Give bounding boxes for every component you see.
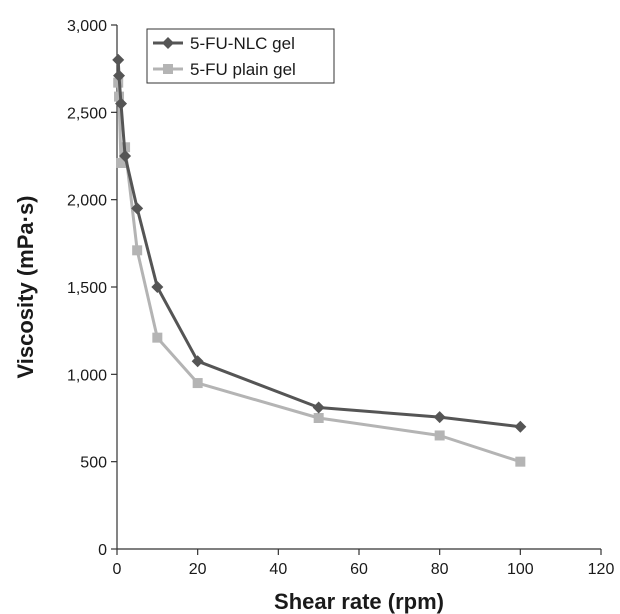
data-point-square — [152, 332, 163, 343]
data-point-diamond — [433, 411, 446, 424]
y-tick-label: 3,000 — [67, 18, 107, 35]
x-tick-label: 40 — [269, 561, 287, 578]
data-point-diamond — [113, 69, 126, 82]
data-point-square — [132, 245, 143, 256]
data-point-diamond — [191, 355, 204, 368]
data-point-square — [192, 378, 203, 389]
legend-swatch-square-marker — [163, 64, 173, 74]
x-tick-label: 80 — [431, 561, 449, 578]
series-line-nlc-gel — [116, 59, 521, 429]
data-point-diamond — [112, 53, 125, 66]
legend: 5-FU-NLC gel 5-FU plain gel — [146, 28, 335, 84]
data-point-square — [116, 157, 127, 168]
legend-label-nlc-gel: 5-FU-NLC gel — [190, 34, 295, 53]
x-tick-label: 100 — [507, 561, 534, 578]
x-tick-label: 60 — [350, 561, 368, 578]
data-point-square — [515, 456, 526, 467]
legend-label-plain-gel: 5-FU plain gel — [190, 60, 296, 79]
legend-entry-nlc-gel: 5-FU-NLC gel — [153, 34, 295, 53]
x-axis-title: Shear rate (rpm) — [274, 589, 444, 614]
y-tick-label: 0 — [98, 542, 107, 559]
axes — [116, 25, 601, 550]
data-point-square — [313, 413, 324, 423]
data-point-diamond — [119, 150, 132, 162]
legend-swatch-diamond-marker — [162, 37, 174, 49]
y-tick-label: 2,000 — [67, 193, 107, 210]
y-axis-title: Viscosity (mPa·s) — [13, 195, 38, 378]
y-tick-label: 1,500 — [67, 280, 107, 297]
y-axis-ticks: 0 500 1,000 1,500 2,000 2,500 3,000 — [67, 18, 117, 559]
x-axis-ticks: 0 20 40 60 80 100 120 — [113, 549, 615, 578]
data-point-diamond — [131, 202, 144, 215]
plot-area — [112, 53, 527, 467]
y-tick-label: 1,000 — [67, 367, 107, 384]
data-point-diamond — [151, 281, 164, 293]
x-tick-label: 0 — [113, 561, 122, 578]
y-tick-label: 500 — [80, 455, 107, 472]
x-tick-label: 120 — [588, 561, 615, 578]
data-point-diamond — [115, 97, 128, 110]
legend-entry-plain-gel: 5-FU plain gel — [153, 60, 296, 79]
x-tick-label: 20 — [189, 561, 207, 578]
y-tick-label: 2,500 — [67, 105, 107, 122]
legend-box — [146, 28, 335, 84]
data-point-diamond — [312, 401, 325, 414]
series-line-plain-gel — [116, 82, 521, 464]
data-point-diamond — [514, 420, 527, 433]
data-point-square — [434, 430, 445, 441]
